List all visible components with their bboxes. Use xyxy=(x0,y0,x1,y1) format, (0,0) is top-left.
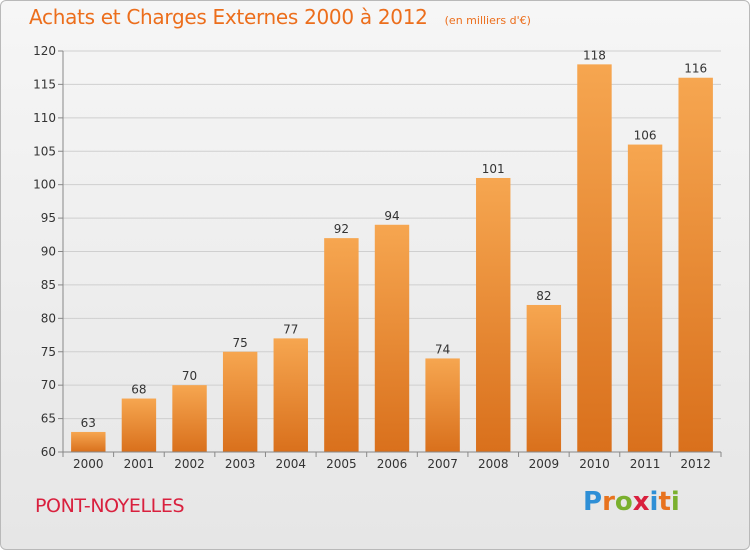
data-label: 75 xyxy=(233,336,248,350)
axes xyxy=(62,51,721,453)
data-label: 77 xyxy=(283,322,298,336)
data-label: 106 xyxy=(634,129,657,143)
x-tick-label: 2012 xyxy=(680,457,711,471)
bar-2006 xyxy=(374,224,410,452)
bar-2007 xyxy=(425,358,460,452)
y-tick-label: 70 xyxy=(41,378,56,392)
x-tick-label: 2005 xyxy=(326,457,357,471)
x-tick-label: 2008 xyxy=(478,457,509,471)
bar-2010 xyxy=(577,64,612,452)
logo-letter: P xyxy=(583,487,603,517)
proxiti-logo: Proxiti xyxy=(583,487,680,517)
bar-2000 xyxy=(71,431,106,452)
data-label: 74 xyxy=(435,342,450,356)
y-tick-label: 115 xyxy=(33,77,56,91)
x-axis-ticks: 2000 2001 2002 2003 2004 2005 2006 2007 2008 2009… xyxy=(62,452,722,471)
bar-2011 xyxy=(627,144,663,453)
y-tick-label: 105 xyxy=(33,144,56,158)
y-tick-label: 110 xyxy=(33,111,56,125)
bars xyxy=(71,64,713,453)
data-label: 118 xyxy=(583,48,606,62)
bar-2004 xyxy=(273,338,308,452)
title-row: Achats et Charges Externes 2000 à 2012 (… xyxy=(29,5,531,29)
bar-chart: 60 65 70 75 80 85 90 95 100 105 110 115 120 63 68 70 75… xyxy=(33,44,722,471)
data-label: 70 xyxy=(182,369,197,383)
y-tick-label: 75 xyxy=(41,345,56,359)
y-tick-label: 60 xyxy=(41,445,56,459)
y-tick-label: 65 xyxy=(41,412,56,426)
bar-2012 xyxy=(678,77,713,452)
bar-2009 xyxy=(526,304,562,452)
logo-letter: i xyxy=(670,487,680,517)
logo-letter: o xyxy=(614,487,633,517)
bar-2001 xyxy=(121,398,157,452)
x-tick-label: 2010 xyxy=(579,457,610,471)
x-tick-label: 2006 xyxy=(377,457,408,471)
y-tick-label: 85 xyxy=(41,278,56,292)
x-tick-label: 2011 xyxy=(630,457,661,471)
x-tick-label: 2004 xyxy=(275,457,306,471)
x-tick-label: 2000 xyxy=(73,457,104,471)
x-tick-label: 2009 xyxy=(529,457,560,471)
data-label: 94 xyxy=(384,209,399,223)
x-tick-label: 2007 xyxy=(427,457,458,471)
logo-letter: i xyxy=(649,487,659,517)
chart-title: Achats et Charges Externes 2000 à 2012 xyxy=(29,5,428,29)
logo-letter: r xyxy=(602,487,615,517)
data-label: 82 xyxy=(536,289,551,303)
bar-2008 xyxy=(476,177,511,452)
y-tick-label: 120 xyxy=(33,44,56,58)
data-label: 92 xyxy=(334,222,349,236)
bar-2003 xyxy=(222,351,258,452)
data-label: 101 xyxy=(482,162,505,176)
x-tick-label: 2002 xyxy=(174,457,205,471)
data-label: 68 xyxy=(131,383,146,397)
y-tick-label: 100 xyxy=(33,178,56,192)
data-label: 63 xyxy=(81,416,96,430)
data-label: 116 xyxy=(684,62,707,76)
bar-2005 xyxy=(324,238,359,452)
chart-subtitle: (en milliers d'€) xyxy=(444,14,531,27)
y-tick-label: 95 xyxy=(41,211,56,225)
logo-letter: x xyxy=(632,487,650,517)
bar-2002 xyxy=(172,385,207,452)
y-axis-ticks: 60 65 70 75 80 85 90 95 100 105 110 115 120 xyxy=(33,44,63,459)
commune-name: PONT-NOYELLES xyxy=(35,495,185,517)
data-labels: 63 68 70 75 77 92 94 74 101 82 118 106 116 xyxy=(81,48,707,430)
x-tick-label: 2001 xyxy=(124,457,155,471)
logo-letter: t xyxy=(658,487,671,517)
x-tick-label: 2003 xyxy=(225,457,256,471)
y-tick-label: 90 xyxy=(41,245,56,259)
y-tick-label: 80 xyxy=(41,311,56,325)
